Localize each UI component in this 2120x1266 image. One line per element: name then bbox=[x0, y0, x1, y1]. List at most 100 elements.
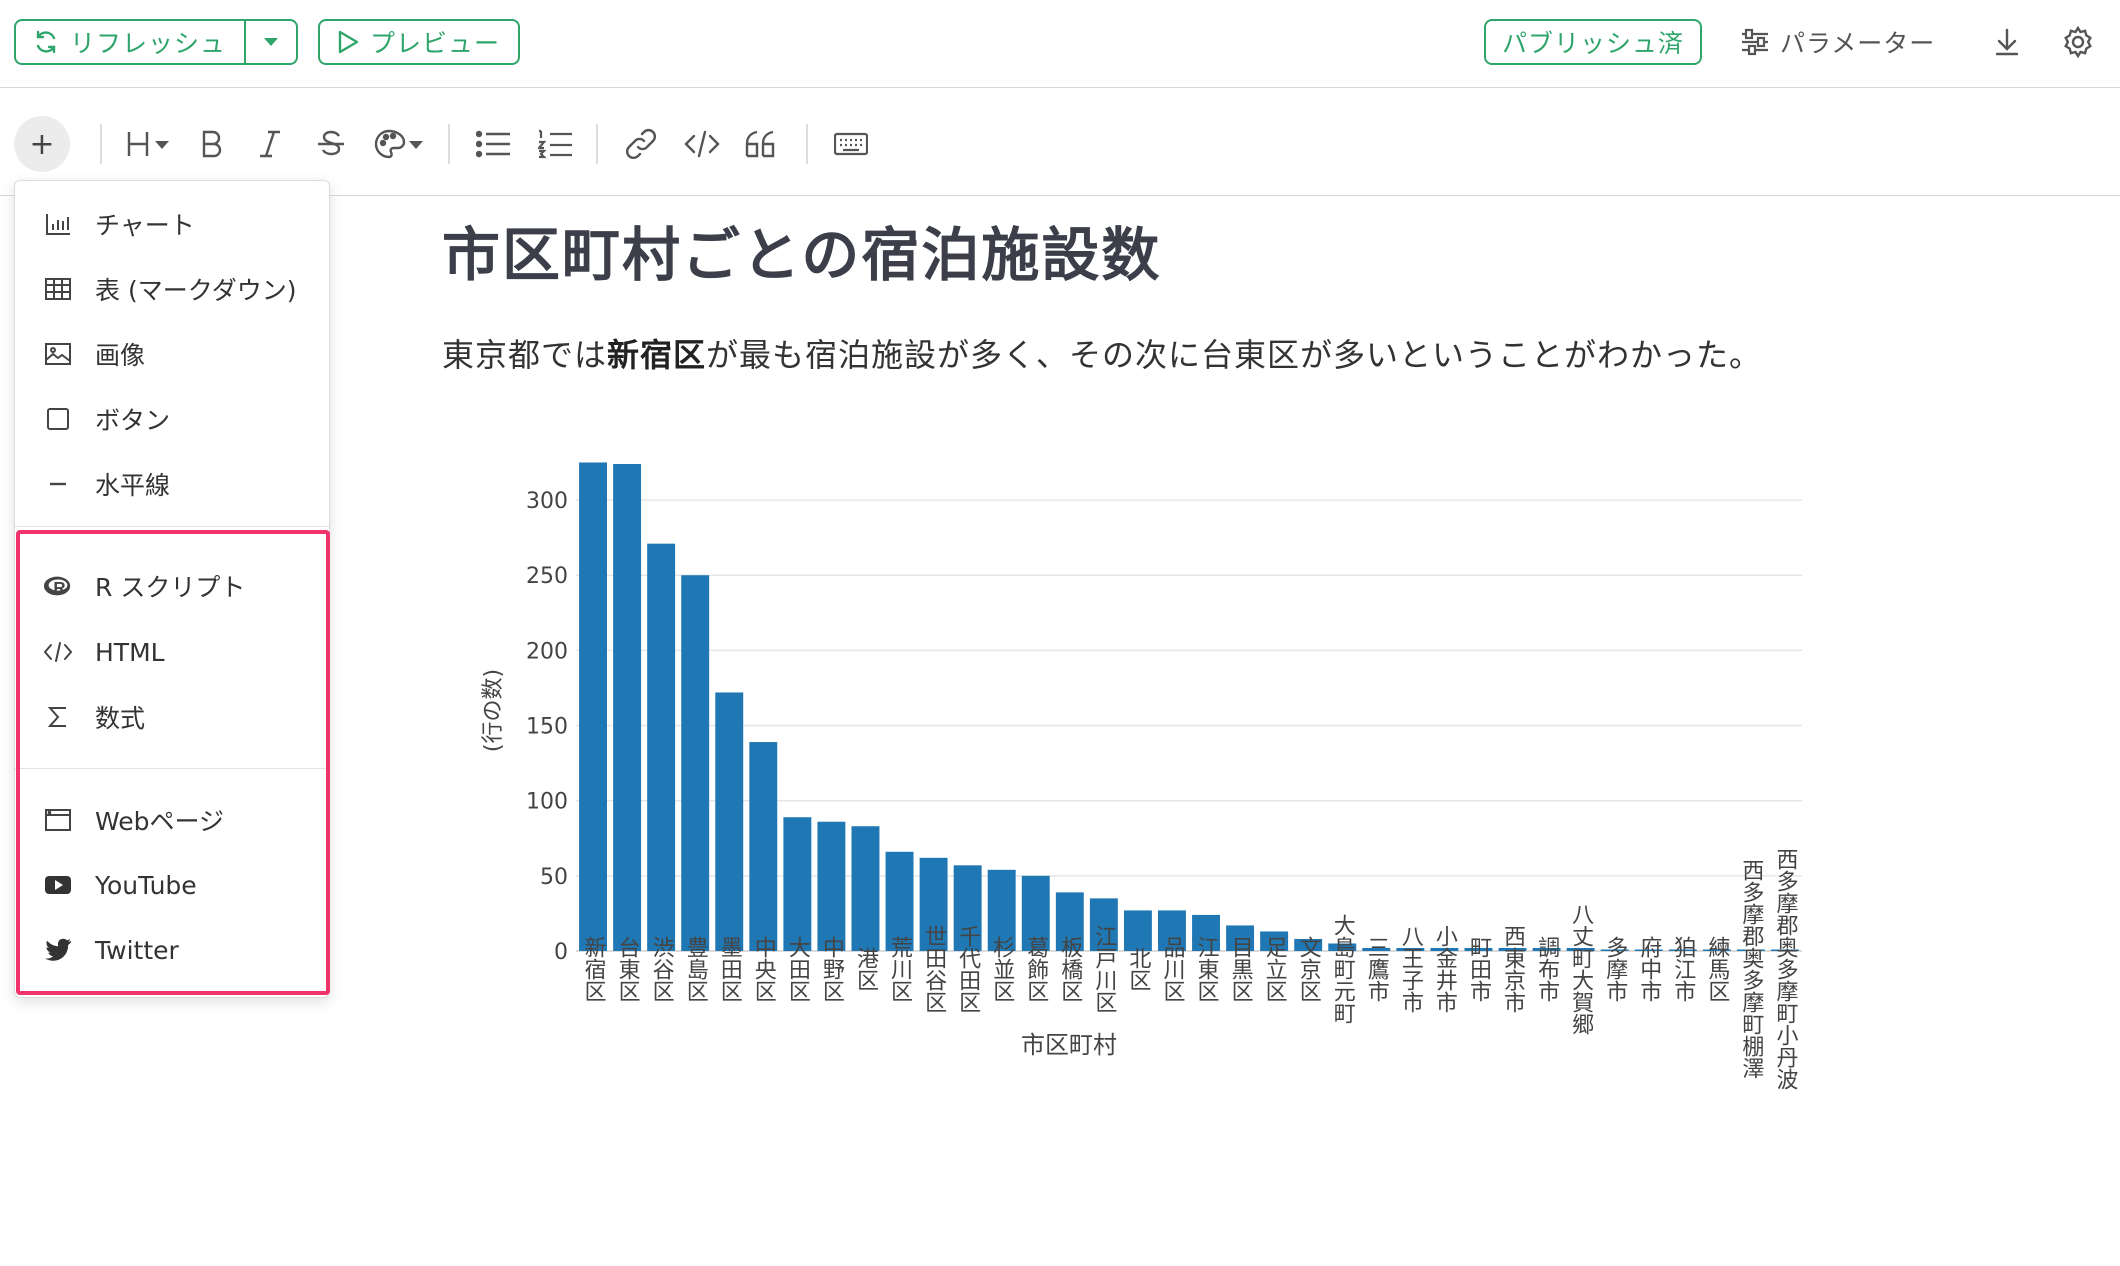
menu-item-button[interactable]: ボタン bbox=[15, 389, 329, 449]
x-tick-label: 三鷹市 bbox=[1364, 936, 1390, 1002]
horizontal-line-icon bbox=[43, 472, 73, 496]
toolbar-divider bbox=[448, 124, 450, 164]
x-tick-label: 西多摩郡奥多摩町棚澤 bbox=[1738, 859, 1764, 1079]
document-title: 市区町村ごとの宿泊施設数 bbox=[442, 221, 1162, 289]
bar bbox=[1498, 947, 1527, 951]
menu-item-label: ボタン bbox=[95, 406, 171, 435]
menu-item-formula[interactable]: 数式 bbox=[15, 687, 329, 747]
code-icon[interactable] bbox=[684, 126, 720, 162]
x-tick-label: 八丈町大賀郷 bbox=[1568, 903, 1594, 1035]
bar bbox=[817, 821, 846, 951]
bullet-list-icon[interactable] bbox=[476, 126, 510, 162]
bar-chart: 0 50 100 150 200 250 300 (行の数) 新宿区 台東区 渋谷区 豊島区 墨田区 中央… bbox=[481, 462, 1802, 1090]
parameter-button[interactable]: パラメーター bbox=[1740, 22, 1935, 62]
published-button[interactable]: パブリッシュ済 bbox=[1484, 19, 1702, 65]
editor-toolbar: + bbox=[0, 88, 2120, 196]
menu-item-horizontal-line[interactable]: 水平線 bbox=[15, 454, 329, 514]
heading-icon[interactable] bbox=[126, 126, 172, 162]
palette-icon[interactable] bbox=[374, 126, 424, 162]
menu-item-image[interactable]: 画像 bbox=[15, 324, 329, 384]
image-icon bbox=[43, 343, 73, 365]
highlight-box bbox=[16, 530, 330, 995]
x-tick-label: 板橋区 bbox=[1057, 936, 1083, 1002]
bar bbox=[1192, 914, 1220, 951]
keyboard-icon[interactable] bbox=[834, 126, 868, 162]
x-tick-label: 狛江市 bbox=[1670, 936, 1696, 1002]
refresh-icon bbox=[32, 28, 60, 56]
menu-item-chart[interactable]: チャート bbox=[15, 194, 329, 254]
x-tick-label: 千代田区 bbox=[955, 925, 981, 1013]
y-tick-label: 200 bbox=[526, 639, 568, 664]
menu-item-r-script[interactable]: R R スクリプト bbox=[15, 556, 329, 616]
menu-item-twitter[interactable]: Twitter bbox=[15, 920, 329, 980]
gear-icon[interactable] bbox=[2062, 25, 2094, 62]
x-tick-label: 荒川区 bbox=[887, 936, 913, 1002]
bar bbox=[1362, 947, 1391, 951]
bar bbox=[1294, 938, 1323, 951]
menu-item-label: チャート bbox=[95, 211, 195, 240]
menu-item-label: R スクリプト bbox=[95, 573, 246, 602]
quote-icon[interactable] bbox=[744, 126, 778, 162]
play-icon bbox=[336, 29, 360, 55]
bar bbox=[851, 826, 880, 951]
menu-divider bbox=[15, 526, 329, 527]
bar bbox=[1226, 925, 1255, 951]
x-tick-label: 中央区 bbox=[751, 936, 777, 1002]
download-icon[interactable] bbox=[1994, 27, 2020, 61]
refresh-dropdown-toggle[interactable] bbox=[246, 21, 296, 63]
menu-item-label: Webページ bbox=[95, 807, 225, 836]
menu-item-label: Twitter bbox=[95, 935, 179, 965]
button-icon bbox=[43, 407, 73, 431]
sigma-icon bbox=[43, 705, 73, 729]
menu-item-html[interactable]: HTML bbox=[15, 622, 329, 682]
insert-plus-button[interactable]: + bbox=[14, 116, 70, 172]
bar bbox=[919, 857, 948, 951]
strikethrough-icon[interactable] bbox=[316, 126, 346, 162]
bar bbox=[1668, 949, 1697, 951]
x-tick-label: 江戸川区 bbox=[1091, 925, 1117, 1013]
bar bbox=[1089, 898, 1118, 951]
menu-item-youtube[interactable]: YouTube bbox=[15, 855, 329, 915]
refresh-label: リフレッシュ bbox=[70, 29, 227, 58]
refresh-button-group: リフレッシュ bbox=[14, 19, 298, 65]
x-tick-label: 府中市 bbox=[1636, 936, 1662, 1002]
numbered-list-icon[interactable] bbox=[538, 126, 572, 162]
menu-item-webpage[interactable]: Webページ bbox=[15, 790, 329, 850]
table-icon bbox=[43, 277, 73, 301]
menu-item-table[interactable]: 表 (マークダウン) bbox=[15, 259, 329, 319]
paragraph-text: 東京都では bbox=[442, 336, 608, 374]
bar bbox=[1600, 949, 1629, 951]
refresh-button[interactable]: リフレッシュ bbox=[16, 21, 246, 63]
bar bbox=[1736, 949, 1765, 951]
x-tick-label: 多摩市 bbox=[1602, 936, 1628, 1002]
bar bbox=[1396, 947, 1425, 951]
x-tick-label: 台東区 bbox=[615, 936, 641, 1002]
x-tick-label: 杉並区 bbox=[989, 936, 1015, 1002]
x-tick-label: 文京区 bbox=[1296, 936, 1322, 1002]
bar bbox=[681, 575, 710, 951]
x-tick-label: 渋谷区 bbox=[649, 936, 675, 1002]
x-tick-label: 小金井市 bbox=[1432, 925, 1458, 1013]
menu-item-label: 水平線 bbox=[95, 471, 171, 500]
toolbar-divider bbox=[100, 124, 102, 164]
top-bar: リフレッシュ プレビュー パブリッシュ済 パラメーター bbox=[0, 0, 2120, 88]
browser-window-icon bbox=[43, 809, 73, 831]
bar bbox=[783, 817, 812, 951]
preview-button[interactable]: プレビュー bbox=[318, 19, 520, 65]
x-tick-label: 目黒区 bbox=[1228, 936, 1253, 1002]
x-tick-label: 西東京市 bbox=[1500, 925, 1526, 1013]
y-tick-label: 0 bbox=[554, 940, 568, 965]
x-tick-label: 大田区 bbox=[785, 936, 811, 1002]
link-icon[interactable] bbox=[624, 126, 658, 162]
code-icon bbox=[43, 641, 73, 663]
x-tick-label: 新宿区 bbox=[581, 936, 607, 1002]
bold-icon[interactable] bbox=[200, 126, 224, 162]
bar bbox=[749, 742, 778, 951]
menu-item-label: YouTube bbox=[95, 870, 197, 900]
bar bbox=[953, 865, 982, 951]
menu-item-label: 表 (マークダウン) bbox=[95, 276, 297, 305]
toolbar-divider bbox=[596, 124, 598, 164]
italic-icon[interactable] bbox=[258, 126, 282, 162]
toolbar-divider bbox=[806, 124, 808, 164]
menu-item-label: 画像 bbox=[95, 341, 146, 370]
